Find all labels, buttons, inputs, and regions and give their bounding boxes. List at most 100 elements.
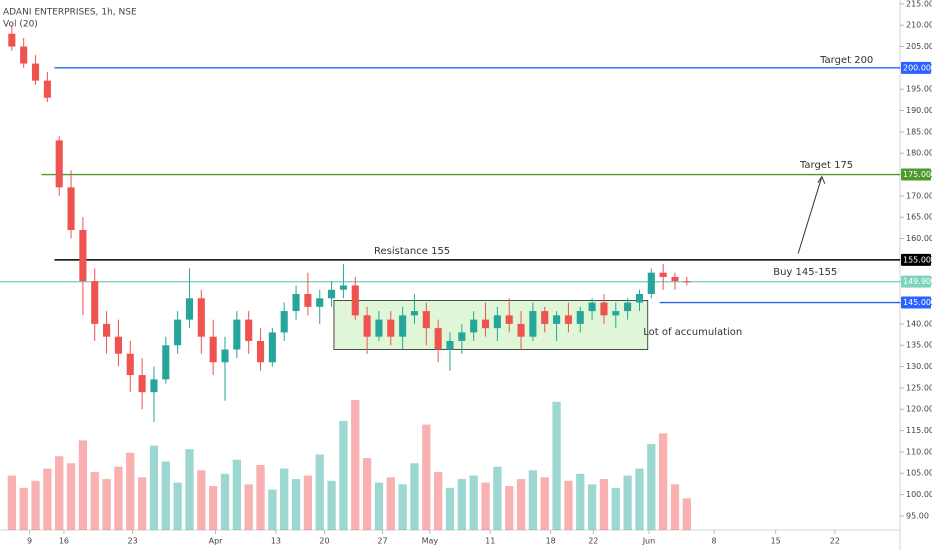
candle-body <box>671 276 679 282</box>
volume-bar <box>599 479 609 530</box>
accumulation-zone <box>333 300 649 350</box>
volume-bar <box>659 433 668 530</box>
volume-bar <box>481 482 490 530</box>
candle-body <box>138 375 146 393</box>
volume-bar <box>268 489 277 530</box>
candle-body <box>292 294 300 312</box>
volume-bar <box>173 482 182 530</box>
y-tick-label: 115.00 <box>906 426 932 435</box>
annotation: Buy 145-155 <box>773 267 837 278</box>
volume-bar <box>114 466 123 530</box>
volume-bar <box>220 473 230 530</box>
volume-bar <box>670 484 680 530</box>
volume-bar <box>137 477 147 530</box>
x-tick-label: 16 <box>59 537 69 546</box>
level-tag-label: 149.90 <box>903 277 931 286</box>
volume-bar <box>31 480 40 530</box>
y-tick-label: 165.00 <box>906 213 932 222</box>
candle-body <box>91 281 99 324</box>
candle-body <box>505 315 513 324</box>
volume-bar <box>540 477 549 530</box>
candle-body <box>256 340 265 363</box>
volume-bar <box>209 486 218 530</box>
volume-bar <box>564 480 573 530</box>
y-tick-label: 130.00 <box>906 362 932 371</box>
chart-title: ADANI ENTERPRISES, 1h, NSE <box>3 8 137 18</box>
volume-bar <box>185 449 194 530</box>
candle-body <box>458 332 466 341</box>
volume-bar <box>469 475 478 530</box>
candle-body <box>126 353 134 376</box>
volume-bar <box>623 475 632 530</box>
x-tick-label: Apr <box>209 537 224 546</box>
candle-body <box>280 311 288 333</box>
volume-bar <box>19 487 28 530</box>
volume-bar <box>7 475 16 530</box>
x-tick-label: 22 <box>588 537 598 546</box>
y-tick-label: 120.00 <box>906 405 932 414</box>
candle-body <box>185 298 194 320</box>
candle-body <box>114 336 122 354</box>
volume-bar <box>552 401 561 530</box>
candle-body <box>446 340 454 350</box>
x-tick-label: 11 <box>485 537 495 546</box>
candle-body <box>481 319 490 329</box>
volume-bar <box>256 465 265 530</box>
volume-bar <box>682 498 691 530</box>
volume-bar <box>339 421 348 530</box>
y-tick-label: 190.00 <box>906 106 932 115</box>
volume-bar <box>66 463 76 530</box>
volume-bar <box>90 472 99 530</box>
annotation: Target 200 <box>819 55 873 66</box>
candle-body <box>150 379 158 393</box>
y-tick-label: 95.00 <box>906 511 929 520</box>
x-tick-label: 22 <box>830 537 840 546</box>
candle-body <box>55 140 63 188</box>
volume-bar <box>386 477 395 530</box>
candle-body <box>174 319 182 346</box>
candle-body <box>31 63 40 81</box>
y-tick-label: 160.00 <box>906 234 932 243</box>
volume-bar <box>505 486 514 530</box>
x-tick-label: 18 <box>546 537 556 546</box>
candle-body <box>316 298 324 307</box>
y-tick-label: 210.00 <box>906 21 932 30</box>
level-tag <box>901 61 931 74</box>
candle-body <box>564 315 572 324</box>
volume-bar <box>587 484 597 530</box>
candle-body <box>588 302 596 312</box>
y-tick-label: 215.00 <box>906 0 932 8</box>
x-tick-label: 15 <box>771 537 781 546</box>
volume-bar <box>516 479 526 530</box>
x-tick-label: 27 <box>377 537 387 546</box>
level-tag-label: 175.00 <box>903 170 931 179</box>
volume-bar <box>434 472 443 530</box>
annotation: Target 175 <box>799 160 853 171</box>
volume-bar <box>55 456 64 530</box>
y-tick-label: 185.00 <box>906 127 932 136</box>
candle-body <box>103 323 111 337</box>
candle-body <box>576 311 584 324</box>
volume-label: Vol (20) <box>3 20 38 30</box>
candle-body <box>197 298 205 337</box>
volume-bar <box>422 424 431 530</box>
candle-body <box>529 311 537 337</box>
x-tick-label: 13 <box>271 537 281 546</box>
volume-bar <box>303 475 313 530</box>
candle-body <box>541 311 549 324</box>
x-tick-label: 8 <box>712 537 717 546</box>
y-tick-label: 100.00 <box>906 490 932 499</box>
candle-body <box>268 332 276 363</box>
candle-body <box>304 294 312 307</box>
volume-bar <box>244 484 253 530</box>
candle-body <box>43 80 51 98</box>
y-tick-label: 205.00 <box>906 42 932 51</box>
candle-body <box>162 345 170 380</box>
volume-bar <box>149 445 159 530</box>
volume-bar <box>102 479 111 530</box>
candle-body <box>20 46 28 64</box>
volume-bar <box>576 473 585 530</box>
candle-body <box>67 187 75 231</box>
level-tag-label: 200.00 <box>903 63 931 72</box>
